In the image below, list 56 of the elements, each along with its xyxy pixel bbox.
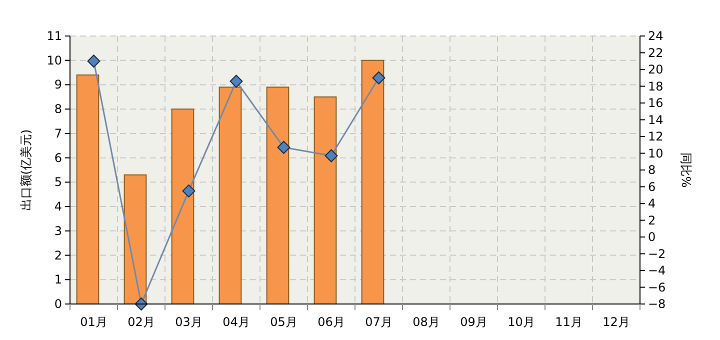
y2-axis-title: 同比% bbox=[679, 152, 693, 188]
y-tick-label: 0 bbox=[54, 297, 62, 311]
x-tick-label: 04月 bbox=[222, 315, 250, 329]
bar bbox=[266, 86, 290, 304]
x-tick-label: 08月 bbox=[412, 315, 440, 329]
y2-tick-label: 22 bbox=[648, 46, 664, 60]
x-tick-label: 07月 bbox=[365, 315, 392, 329]
point bbox=[87, 54, 100, 68]
bar bbox=[171, 108, 194, 304]
y2-tick-label: −8 bbox=[648, 297, 666, 311]
x-tick-label: 06月 bbox=[318, 315, 345, 329]
bar bbox=[124, 174, 147, 304]
x-tick-label: 12月 bbox=[602, 315, 630, 329]
x-tick-label: 09月 bbox=[460, 315, 488, 329]
bar bbox=[76, 74, 100, 304]
y-tick-label: 8 bbox=[54, 102, 62, 116]
y2-tick-label: 24 bbox=[648, 29, 664, 43]
bar bbox=[361, 60, 384, 304]
y-tick-label: 9 bbox=[54, 78, 62, 92]
y-tick-label: 7 bbox=[54, 126, 62, 140]
y2-tick-label: 6 bbox=[648, 180, 656, 194]
point bbox=[372, 71, 386, 84]
y2-tick-label: 10 bbox=[648, 146, 664, 160]
y-tick-label: 6 bbox=[54, 150, 62, 165]
y2-tick-label: 4 bbox=[648, 196, 656, 210]
bar bbox=[314, 96, 337, 304]
point bbox=[230, 74, 243, 88]
y2-tick-label: 14 bbox=[648, 112, 664, 127]
y2-tick-label: 0 bbox=[648, 230, 656, 244]
point bbox=[277, 140, 290, 154]
y2-tick-label: 8 bbox=[648, 163, 656, 177]
y-tick-label: 10 bbox=[46, 53, 62, 68]
y-tick-label: 5 bbox=[54, 175, 62, 190]
y2-tick-label: 16 bbox=[648, 96, 664, 110]
x-tick-label: 02月 bbox=[128, 315, 155, 329]
y2-tick-label: 20 bbox=[648, 62, 664, 76]
x-tick-label: 11月 bbox=[555, 315, 582, 329]
x-tick-label: 03月 bbox=[175, 315, 202, 329]
y-tick-label: 3 bbox=[54, 224, 62, 238]
y2-tick-label: 2 bbox=[648, 213, 656, 228]
y2-tick-label: 12 bbox=[648, 130, 664, 144]
y-tick-label: 4 bbox=[54, 200, 62, 214]
x-tick-label: 05月 bbox=[270, 315, 298, 329]
y2-tick-label: −4 bbox=[648, 264, 666, 278]
bar bbox=[218, 86, 242, 304]
x-tick-label: 10月 bbox=[508, 315, 535, 329]
y2-tick-label: −6 bbox=[648, 280, 666, 294]
y-tick-label: 1 bbox=[54, 272, 62, 287]
y2-tick-label: 18 bbox=[648, 79, 664, 94]
point bbox=[324, 149, 338, 162]
y-axis-title: 出口额(亿美元) bbox=[19, 129, 33, 211]
x-tick-label: 01月 bbox=[80, 315, 108, 329]
point bbox=[182, 184, 196, 198]
y-tick-label: 2 bbox=[54, 248, 62, 262]
y-tick-label: 11 bbox=[46, 29, 62, 43]
y2-tick-label: −2 bbox=[648, 246, 666, 261]
